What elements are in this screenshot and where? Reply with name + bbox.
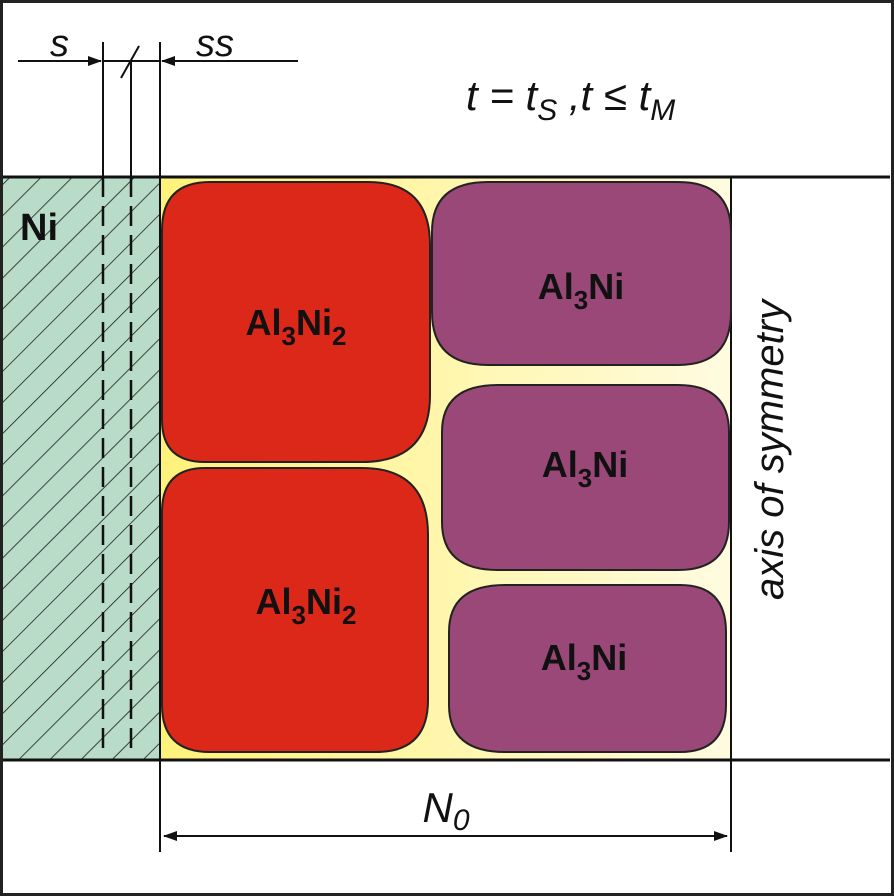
- ni-hatch: [3, 177, 160, 760]
- s-label: s: [50, 23, 69, 65]
- n0-label: N0: [422, 784, 469, 837]
- al3ni-grain-bottom: [448, 584, 727, 753]
- al3ni-label-top: Al3Ni: [538, 266, 624, 315]
- axis-of-symmetry-label: axis of symmetry: [748, 297, 792, 600]
- al3ni-grain-top: [431, 181, 732, 366]
- al3ni2-label-bottom: Al3Ni2: [256, 581, 357, 630]
- time-condition-label: t = tS ,t ≤ tM: [466, 72, 675, 127]
- al3ni2-label-top: Al3Ni2: [246, 302, 347, 351]
- al3ni2-grain-top: [161, 181, 431, 463]
- ss-label: ss: [196, 23, 234, 65]
- al3ni-label-bottom: Al3Ni: [541, 637, 627, 686]
- al3ni-grain-middle: [441, 384, 730, 571]
- al3ni2-grain-bottom: [161, 467, 429, 753]
- ni-label: Ni: [20, 207, 58, 249]
- tick-mark: [120, 45, 140, 79]
- al3ni-label-middle: Al3Ni: [542, 444, 628, 493]
